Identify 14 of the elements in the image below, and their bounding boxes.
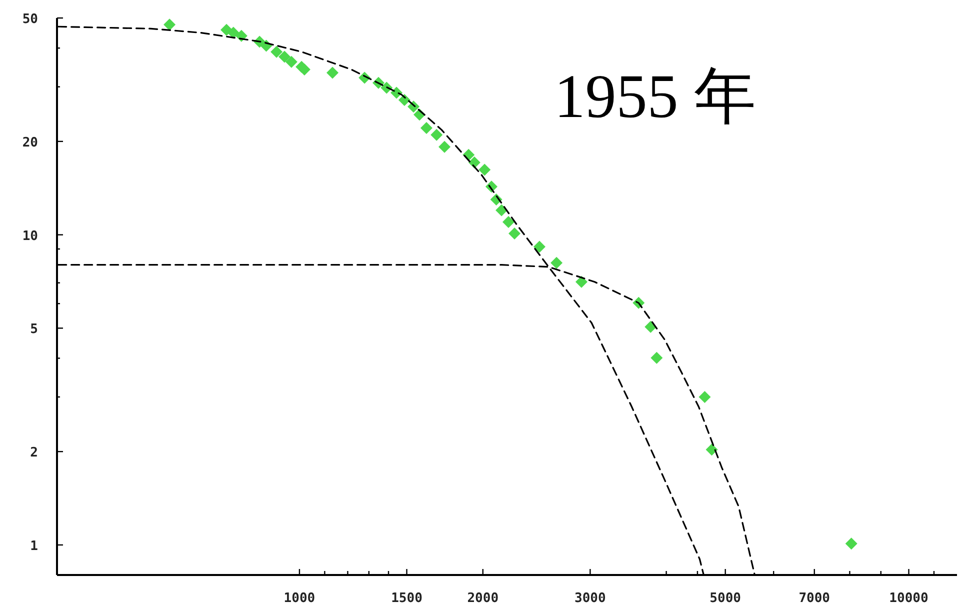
x-tick-label: 2000 xyxy=(467,591,499,606)
x-tick-label: 7000 xyxy=(798,591,830,606)
y-tick-label: 50 xyxy=(22,12,38,27)
y-tick-label: 5 xyxy=(30,322,38,338)
x-tick-label: 1500 xyxy=(391,591,423,606)
text: 1955 年 xyxy=(554,63,756,131)
y-tick-label: 2 xyxy=(30,446,38,461)
y-tick-label: 20 xyxy=(22,135,38,150)
x-tick-label: 3000 xyxy=(574,591,606,606)
y-tick-label: 10 xyxy=(22,228,38,244)
y-tick-label: 1 xyxy=(30,538,38,554)
x-tick-label: 5000 xyxy=(710,591,742,606)
x-tick-label: 1000 xyxy=(284,591,316,606)
x-tick-label: 10000 xyxy=(889,591,928,606)
